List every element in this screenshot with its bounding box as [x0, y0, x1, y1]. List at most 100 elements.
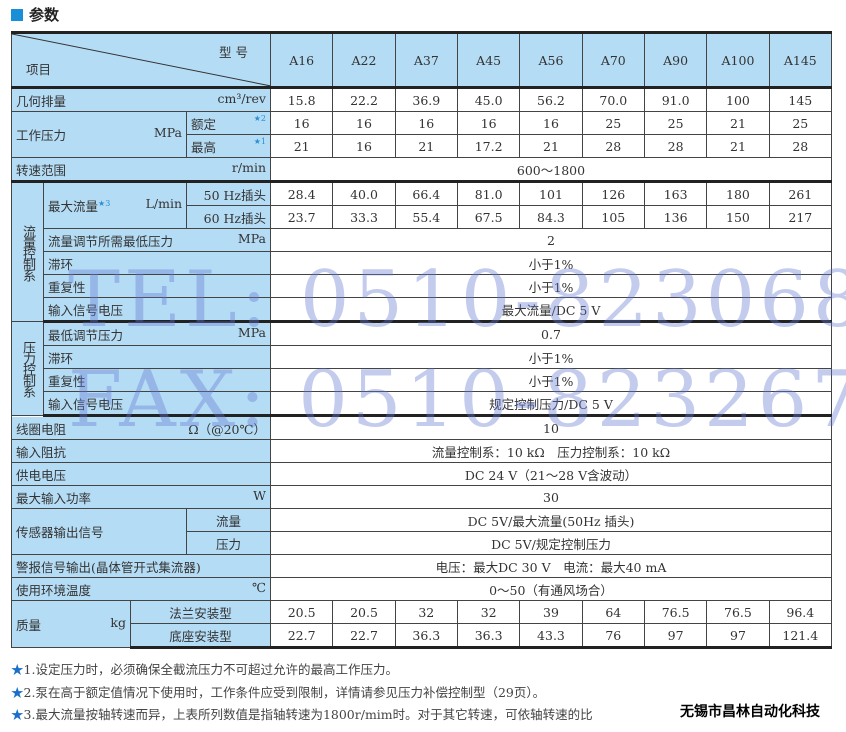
value-cell: 22.7: [332, 623, 396, 649]
value-cell: 36.3: [456, 623, 521, 649]
parameters-table: 型 号项目 A16 A22 A37 A45 A56 A70 A90 A100 A145 几何排量…: [11, 31, 833, 649]
table-cell: 重复性: [43, 368, 271, 392]
table-cell: 0.7: [270, 321, 832, 346]
value-cell: 121.4: [768, 623, 833, 649]
value-cell: 28: [768, 134, 833, 158]
model-header-cell: A90: [643, 31, 708, 89]
table-cell: 质量 kg: [11, 600, 131, 648]
cell-text: ★: [11, 707, 24, 722]
table-cell: 50 Hz插头: [186, 181, 271, 206]
cell-text: 线圈电阻: [16, 421, 67, 437]
value-cell: 136: [643, 205, 708, 229]
table-cell: 传感器输出信号: [11, 508, 187, 555]
value-cell: 81.0: [456, 181, 521, 206]
table-cell: 小于1%: [270, 274, 832, 298]
pressure-control-group: 压力控制系: [11, 321, 44, 416]
cell-text: 转速范围: [16, 162, 67, 178]
cell-text: 流量调节所需最低压力: [48, 233, 174, 249]
flow-repeat-row: 重复性 小于1%: [12, 274, 832, 298]
mass-flange-row: 质量 kg 法兰安装型 20.5 20.5 32 32 39 64 76.5 76.5 96.4: [11, 600, 833, 648]
cell-text: 最高: [191, 139, 217, 155]
flow-50hz-row: 流量控制系 最大流量★3 L/min 50 Hz插头 28.4 40.0 66.4 81.0 1…: [11, 181, 833, 322]
supply-row: 供电电压 DC 24 V（21～28 V含波动）: [11, 462, 832, 486]
diagonal-header: 型 号项目: [11, 31, 271, 89]
value-cell: 56.2: [519, 87, 583, 112]
value-cell: 16: [519, 111, 583, 135]
model-header-cell: A22: [332, 31, 396, 89]
value-cell: 261: [768, 181, 833, 206]
cell-text: ★1: [253, 136, 266, 146]
table-cell: 额定 ★2: [186, 111, 271, 135]
cell-text: ℃: [252, 579, 266, 595]
value-cell: 15.8: [269, 87, 334, 112]
table-cell: 0～50（有通风场合）: [270, 577, 832, 601]
cell-text: MPa: [153, 125, 182, 140]
flow-signal-row: 输入信号电压 最大流量/DC 5 V: [12, 297, 832, 323]
value-cell: 150: [706, 205, 770, 229]
flow-min-pressure-row: 流量调节所需最低压力 MPa 2: [12, 228, 832, 252]
value-cell: 163: [643, 181, 708, 206]
table-cell: 输入信号电压: [43, 297, 271, 323]
cell-text: 最大输入功率: [16, 490, 92, 506]
value-cell: 21: [519, 134, 583, 158]
table-cell: DC 24 V（21～28 V含波动）: [270, 462, 832, 486]
table-cell: 输入阻抗: [11, 439, 271, 463]
table-cell: 小于1%: [270, 345, 832, 369]
table-cell: 最大流量★3 L/min: [43, 181, 187, 229]
model-header-cell: A145: [768, 31, 833, 89]
table-cell: 法兰安装型: [130, 600, 271, 624]
max-pressure-row: 最高 ★1 21 16 21 17.2 21 28 28 21 28: [12, 134, 833, 158]
value-cell: 33.3: [332, 205, 396, 229]
value-cell: 23.7: [269, 205, 334, 229]
pc-signal-row: 输入信号电压 规定控制压力/DC 5 V: [12, 391, 832, 417]
model-header-cell: A45: [456, 31, 521, 89]
value-cell: 217: [768, 205, 833, 229]
cell-text: cm³/rev: [217, 90, 266, 106]
value-cell: 45.0: [456, 87, 521, 112]
value-cell: 97: [706, 623, 770, 649]
footnote-1: ★1.设定压力时，必须确保全截流压力不可超过允许的最高工作压力。: [11, 659, 398, 678]
cell-text: 额定: [191, 116, 217, 132]
value-cell: 101: [519, 181, 583, 206]
table-cell: 最低调节压力 MPa: [43, 321, 271, 346]
table-cell: 规定控制压力/DC 5 V: [270, 391, 832, 417]
table-cell: 最高 ★1: [186, 134, 271, 158]
alarm-row: 警报信号输出(晶体管开式集流器) 电压：最大DC 30 V 电流：最大40 mA: [11, 554, 832, 578]
cell-text: 型 号: [219, 45, 248, 60]
value-cell: 70.0: [581, 87, 645, 112]
speed-row: 转速范围 r/min 600～1800: [11, 157, 832, 183]
cell-text: r/min: [231, 159, 266, 175]
table-cell: 最大流量/DC 5 V: [270, 297, 832, 323]
table-cell: 警报信号输出(晶体管开式集流器): [11, 554, 271, 578]
value-cell: 67.5: [456, 205, 521, 229]
value-cell: 28: [643, 134, 708, 158]
table-cell: 几何排量 cm³/rev: [11, 87, 271, 112]
cell-text: 2.泵在高于额定值情况下使用时，工作条件应受到限制，详情请参见压力补偿控制型（2…: [23, 685, 546, 700]
pc-min-row: 压力控制系 最低调节压力 MPa 0.7: [11, 321, 832, 416]
value-cell: 28: [581, 134, 645, 158]
cell-text: 几何排量: [16, 93, 67, 109]
model-header-cell: A16: [269, 31, 334, 89]
value-cell: 21: [706, 111, 770, 135]
value-cell: 55.4: [394, 205, 458, 229]
cell-text: 项目: [26, 62, 52, 77]
value-cell: 66.4: [394, 181, 458, 206]
value-cell: 25: [768, 111, 833, 135]
value-cell: 97: [643, 623, 708, 649]
value-cell: 16: [456, 111, 521, 135]
temp-row: 使用环境温度 ℃ 0～50（有通风场合）: [11, 577, 832, 601]
table-cell: 小于1%: [270, 368, 832, 392]
cell-text: 最大流量: [48, 199, 99, 214]
footnote-3: ★3.最大流量按轴转速而异，上表所列数值是指轴转速为1800r/mim时。对于其…: [11, 704, 593, 723]
cell-text: Ω（@20℃）: [188, 421, 266, 437]
table-cell: 60 Hz插头: [186, 205, 271, 229]
table-cell: 30: [270, 485, 832, 509]
table-cell: 流量调节所需最低压力 MPa: [43, 228, 271, 252]
value-cell: 20.5: [269, 600, 334, 624]
value-cell: 22.2: [332, 87, 396, 112]
value-cell: 20.5: [332, 600, 396, 624]
value-cell: 76.5: [643, 600, 708, 624]
value-cell: 100: [706, 87, 770, 112]
table-cell: 转速范围 r/min: [11, 157, 271, 183]
cell-text: MPa: [237, 230, 266, 246]
